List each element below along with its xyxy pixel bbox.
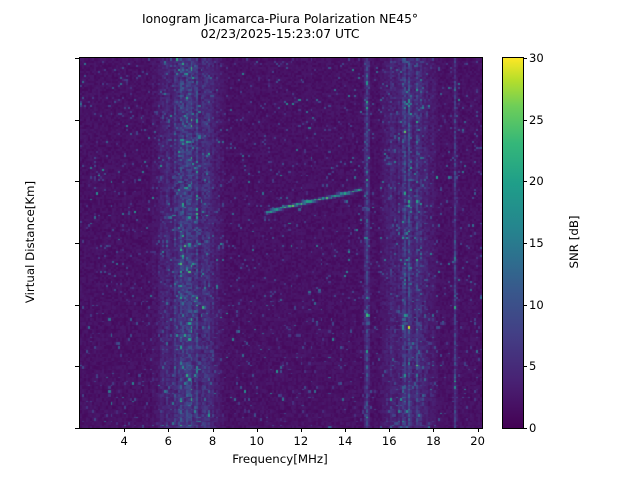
x-tick-mark — [477, 428, 479, 432]
y-tick-mark — [75, 243, 79, 244]
colorbar-tick-label: 15 — [529, 236, 544, 250]
x-tick-label: 20 — [470, 434, 485, 448]
ionogram-plot-area — [79, 57, 483, 429]
y-tick-mark — [75, 366, 79, 368]
y-tick-mark — [75, 181, 79, 183]
x-tick-mark — [345, 428, 347, 432]
x-tick-label: 12 — [293, 434, 309, 448]
colorbar-tick-mark — [523, 58, 527, 59]
y-tick-mark — [75, 58, 79, 59]
colorbar-tick-label: 20 — [529, 174, 544, 189]
colorbar-tick-label: 25 — [529, 112, 544, 127]
colorbar-tick-mark — [523, 428, 527, 429]
x-tick-label: 18 — [426, 434, 441, 448]
x-tick-mark — [212, 428, 214, 432]
x-tick-label: 6 — [164, 434, 173, 448]
x-tick-mark — [300, 428, 302, 432]
y-tick-mark — [75, 428, 79, 429]
x-tick-label: 16 — [381, 434, 397, 448]
x-tick-mark — [433, 428, 435, 432]
x-tick-mark — [389, 428, 391, 432]
plot-title: Ionogram Jicamarca-Piura Polarization NE… — [79, 12, 481, 42]
x-tick-label: 8 — [208, 434, 217, 448]
colorbar-tick-mark — [523, 181, 527, 183]
x-tick-label: 4 — [120, 434, 128, 448]
colorbar-tick-mark — [523, 119, 527, 121]
title-line-1: Ionogram Jicamarca-Piura Polarization NE… — [141, 12, 419, 26]
x-axis-label: Frequency[MHz] — [232, 452, 328, 466]
colorbar-label: SNR [dB] — [567, 215, 581, 269]
y-tick-mark — [75, 119, 79, 121]
x-tick-mark — [124, 428, 126, 432]
x-tick-mark — [256, 428, 258, 432]
x-tick-label: 14 — [337, 434, 353, 448]
colorbar-tick-label: 0 — [529, 421, 537, 435]
x-tick-mark — [168, 428, 170, 432]
colorbar-tick-label: 5 — [529, 359, 537, 374]
colorbar-tick-mark — [523, 243, 527, 244]
title-line-2: 02/23/2025-15:23:07 UTC — [200, 27, 360, 41]
colorbar-tick-label: 30 — [529, 51, 544, 65]
y-tick-mark — [75, 304, 79, 306]
snr-colorbar — [502, 57, 524, 429]
x-tick-label: 10 — [249, 434, 265, 448]
colorbar-tick-mark — [523, 304, 527, 306]
colorbar-tick-mark — [523, 366, 527, 368]
y-axis-label: Virtual Distance[Km] — [23, 180, 37, 304]
ionogram-heatmap-canvas — [80, 58, 482, 428]
colorbar-tick-label: 10 — [529, 297, 544, 312]
